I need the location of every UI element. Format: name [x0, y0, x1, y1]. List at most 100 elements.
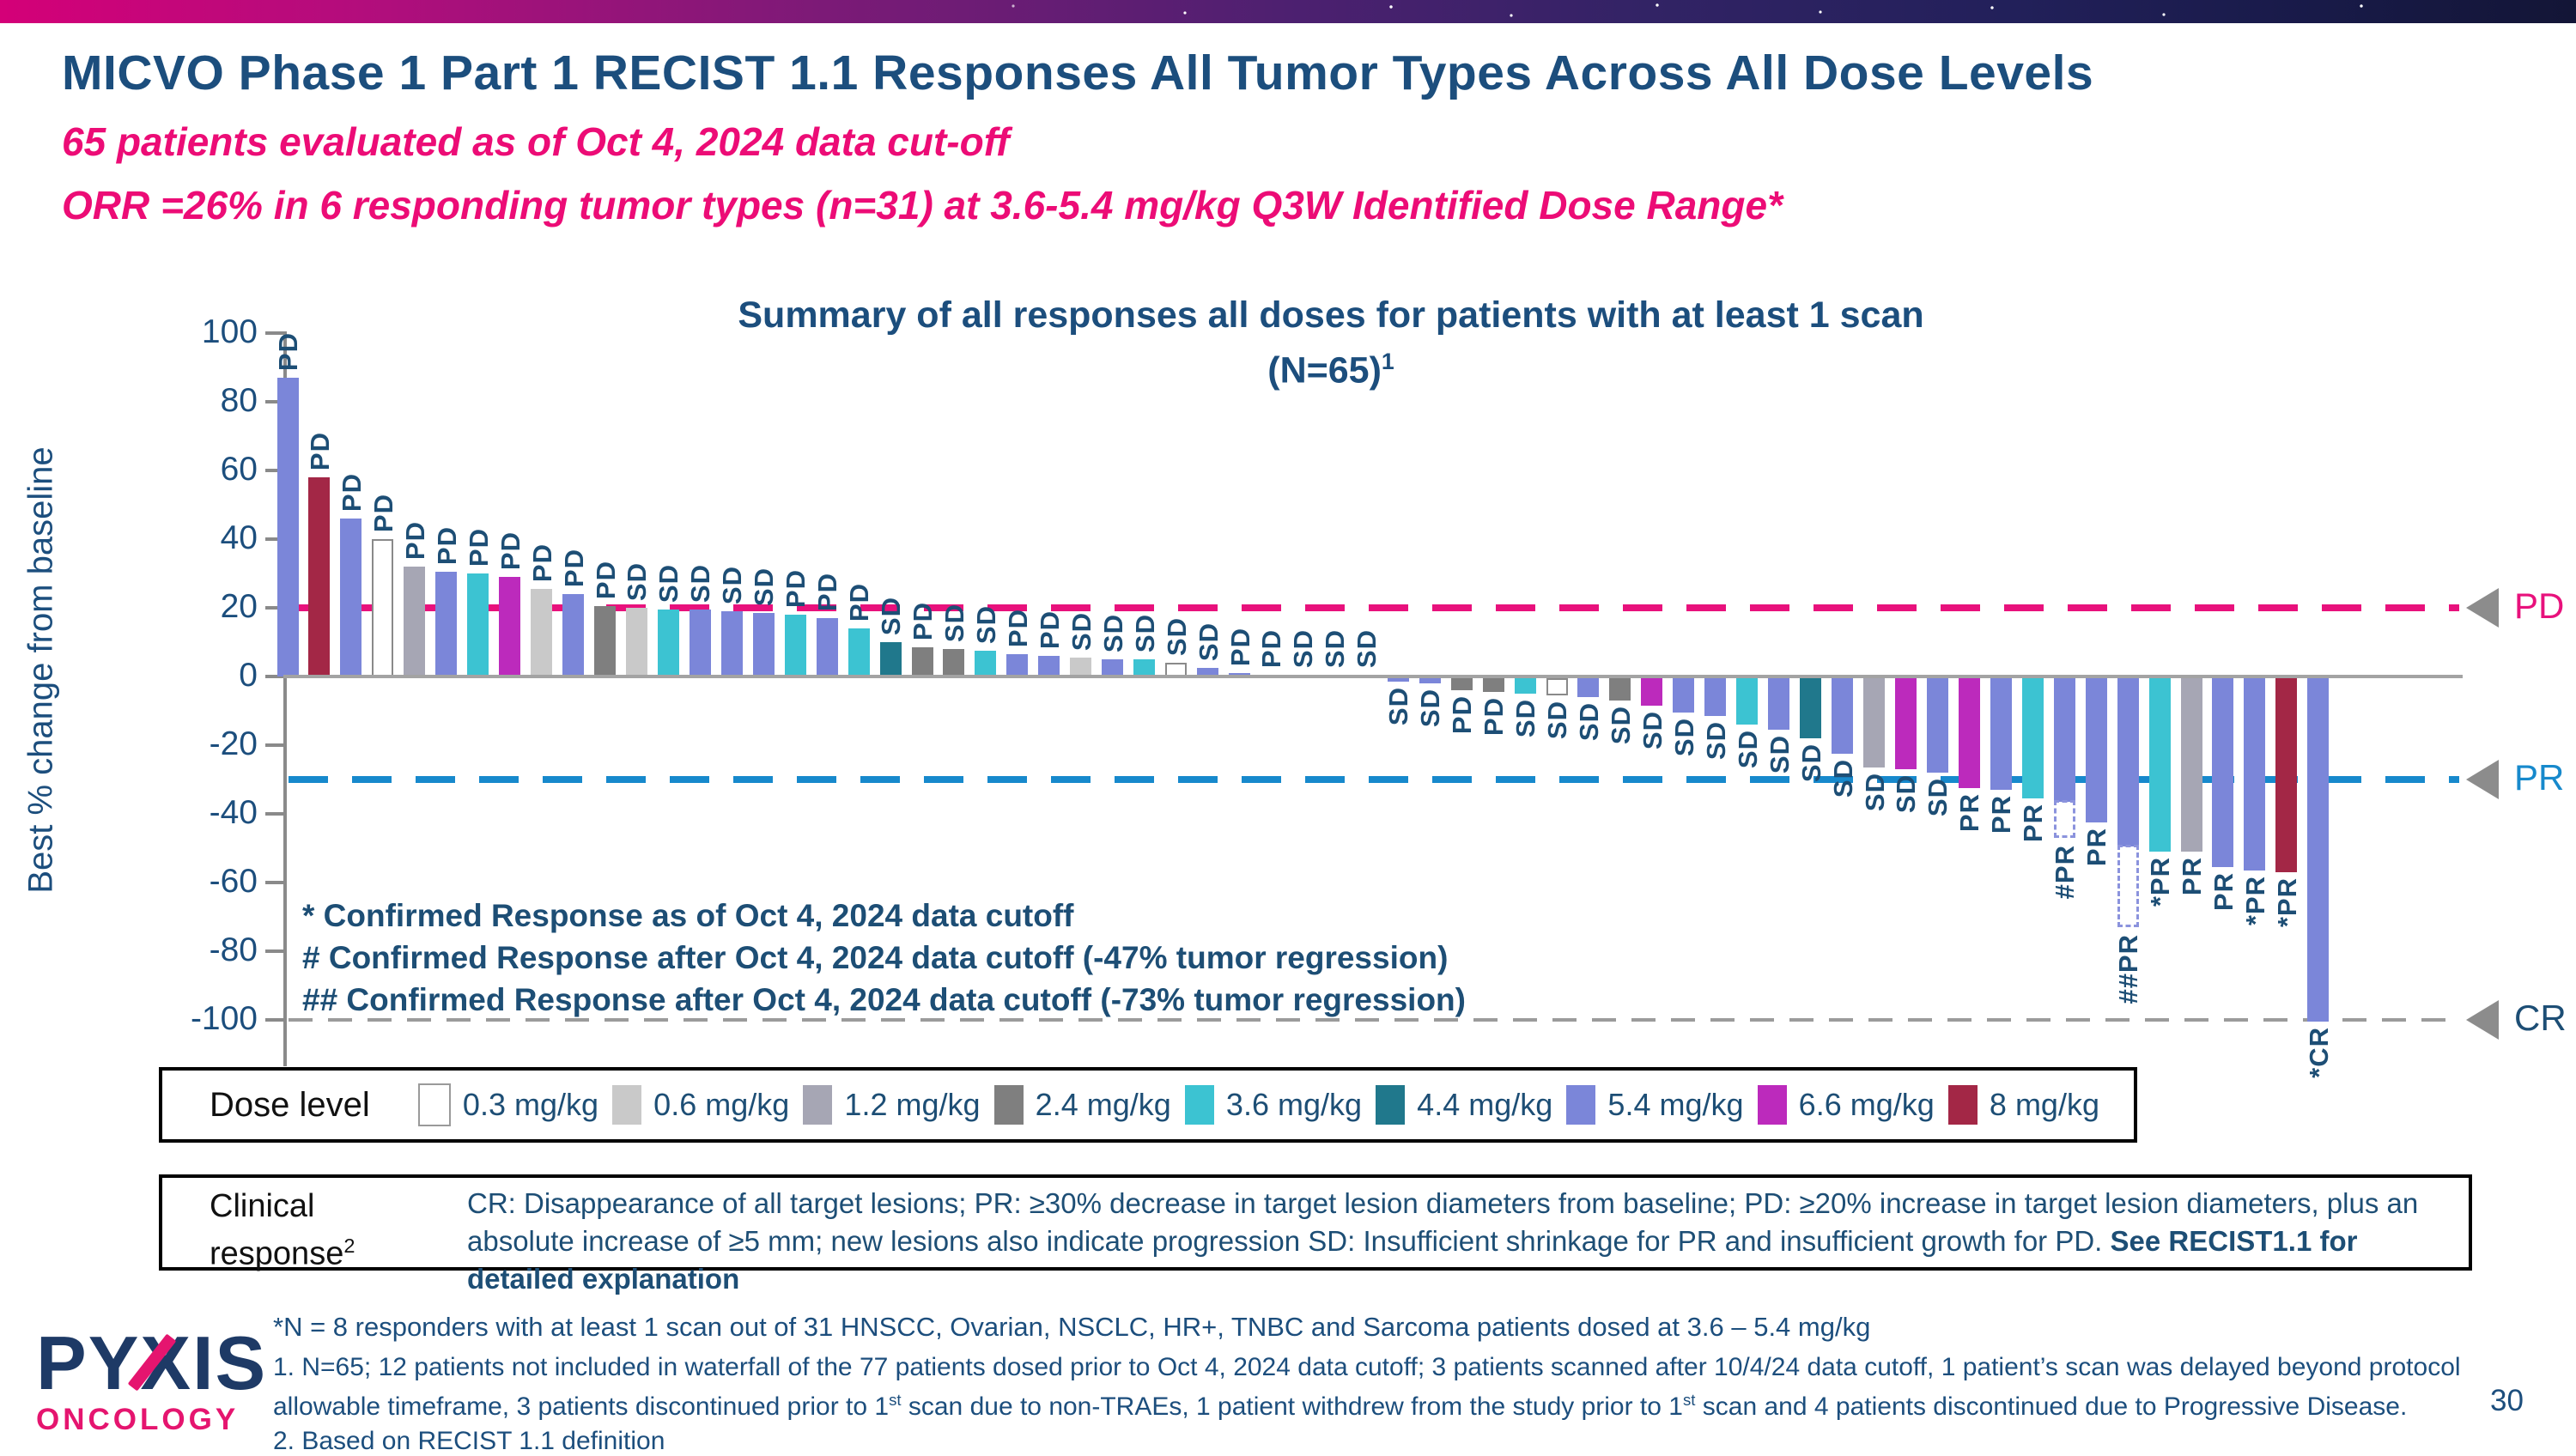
legend-title: Dose level [210, 1085, 370, 1124]
waterfall-bar [2244, 678, 2266, 871]
footnote-1-sup: st [889, 1391, 902, 1409]
y-axis-tick-label: -40 [209, 794, 258, 831]
waterfall-bar [1006, 654, 1029, 676]
waterfall-bar [1800, 678, 1822, 738]
bar-response-label: SD [1383, 687, 1414, 726]
pyxis-oncology-logo: PYXIS ONCOLOGY [36, 1326, 267, 1437]
bar-response-label: *PR [2239, 876, 2270, 926]
legend-item-label: 6.6 mg/kg [1798, 1087, 1935, 1122]
chart-title-line1: Summary of all responses all doses for p… [738, 294, 1924, 336]
bar-response-label: PD [336, 472, 367, 512]
y-axis-tick-label: 0 [239, 657, 258, 694]
y-axis-tick [265, 400, 284, 403]
legend-item-label: 0.3 mg/kg [462, 1087, 599, 1122]
waterfall-bar [720, 611, 743, 676]
waterfall-bar [2021, 678, 2044, 798]
bar-response-label: SD [1573, 702, 1604, 742]
waterfall-bar [1038, 656, 1060, 676]
legend-swatch-icon [612, 1085, 642, 1125]
waterfall-bar [784, 615, 806, 676]
waterfall-bar [2212, 678, 2234, 867]
footnote-1-part: 1. N=65; 12 patients not included in wat… [273, 1353, 2461, 1421]
waterfall-bar [1863, 678, 1885, 767]
footnote-1-part: scan due to non-TRAEs, 1 patient withdre… [901, 1392, 1683, 1421]
bar-response-label: SD [1923, 778, 1953, 817]
baseline-axis [283, 675, 2463, 678]
legend-swatch-icon [417, 1083, 451, 1126]
footnote-1-part: scan and 4 patients discontinued due to … [1695, 1392, 2408, 1421]
bar-response-label: PD [1034, 610, 1065, 649]
bar-response-label: SD [653, 563, 684, 603]
legend-item: 2.4 mg/kg [993, 1085, 1171, 1125]
threshold-label-pd: PD [2514, 585, 2565, 626]
footnote-star: *N = 8 responders with at least 1 scan o… [273, 1312, 1871, 1342]
waterfall-bar [1355, 675, 1377, 676]
legend-item-label: 5.4 mg/kg [1607, 1087, 1744, 1122]
y-axis-tick-label: 100 [201, 313, 258, 350]
waterfall-bar [2117, 678, 2139, 846]
waterfall-bar [404, 567, 426, 676]
bar-response-label: PD [1224, 627, 1255, 666]
waterfall-bar [1387, 678, 1409, 682]
waterfall-bar [1990, 678, 2012, 790]
waterfall-bar [1641, 678, 1663, 706]
subtitle-orr: ORR =26% in 6 responding tumor types (n=… [62, 183, 1783, 228]
legend-item: 1.2 mg/kg [803, 1085, 981, 1125]
waterfall-bar [1260, 675, 1282, 676]
waterfall-bar [340, 519, 362, 676]
bar-response-label: PD [1479, 697, 1510, 737]
legend-swatch-icon [1757, 1085, 1787, 1125]
threshold-arrow-icon [2466, 588, 2499, 628]
bar-response-label: PD [1002, 608, 1033, 647]
legend-item-label: 3.6 mg/kg [1225, 1087, 1363, 1122]
waterfall-bar [1546, 678, 1568, 695]
waterfall-bar [1419, 678, 1441, 683]
legend-item-label: 2.4 mg/kg [1035, 1087, 1171, 1122]
bar-response-label: SD [1129, 613, 1160, 652]
legend-swatch-icon [1947, 1085, 1978, 1125]
bar-response-label: PD [1256, 628, 1287, 668]
waterfall-bar [308, 477, 331, 676]
bar-response-label: SD [1764, 735, 1795, 774]
bar-response-label: PD [781, 568, 811, 608]
bar-response-label: SD [1542, 701, 1572, 740]
bar-response-label: PD [558, 548, 589, 587]
logo-brand-text: PYXIS [36, 1326, 267, 1401]
footnote-1-sup: st [1682, 1391, 1696, 1409]
waterfall-bar [467, 573, 489, 676]
waterfall-bar [1926, 678, 1948, 773]
y-axis-tick [265, 812, 284, 816]
y-axis-tick [265, 949, 284, 953]
chart-annotations: * Confirmed Response as of Oct 4, 2024 d… [302, 895, 1466, 1021]
bar-response-label: SD [876, 596, 907, 635]
waterfall-bar [911, 647, 933, 676]
waterfall-bar [943, 649, 965, 676]
threshold-label-pr: PR [2514, 757, 2565, 798]
logo-subtext: ONCOLOGY [36, 1403, 240, 1436]
bar-response-label: SD [939, 603, 969, 642]
y-axis-tick-label: -20 [209, 725, 258, 762]
waterfall-bar [1673, 678, 1695, 713]
waterfall-bar [1736, 678, 1759, 725]
bar-response-label: SD [1415, 689, 1446, 728]
waterfall-bar [2180, 678, 2202, 852]
waterfall-bar [816, 618, 838, 676]
waterfall-bar [1704, 678, 1727, 716]
clinical-response-box: Clinical response2 CR: Disappearance of … [159, 1174, 2472, 1295]
waterfall-bar [1291, 675, 1314, 676]
waterfall-bar [1482, 678, 1504, 692]
y-axis-tick [265, 537, 284, 541]
waterfall-bar [2275, 678, 2298, 872]
y-axis-line [283, 331, 287, 1066]
bar-response-label: PD [526, 543, 557, 582]
bar-response-label: PR [1986, 795, 2017, 834]
waterfall-bar [499, 577, 521, 676]
bar-response-label: SD [1066, 611, 1097, 651]
waterfall-bar [1323, 675, 1346, 676]
legend-item-label: 8 mg/kg [1989, 1087, 2099, 1122]
y-axis-tick-label: -80 [209, 931, 258, 968]
y-axis-tick [265, 606, 284, 610]
waterfall-bar [879, 642, 902, 676]
waterfall-bar [1197, 668, 1219, 676]
subtitle-patients: 65 patients evaluated as of Oct 4, 2024 … [62, 119, 1010, 164]
